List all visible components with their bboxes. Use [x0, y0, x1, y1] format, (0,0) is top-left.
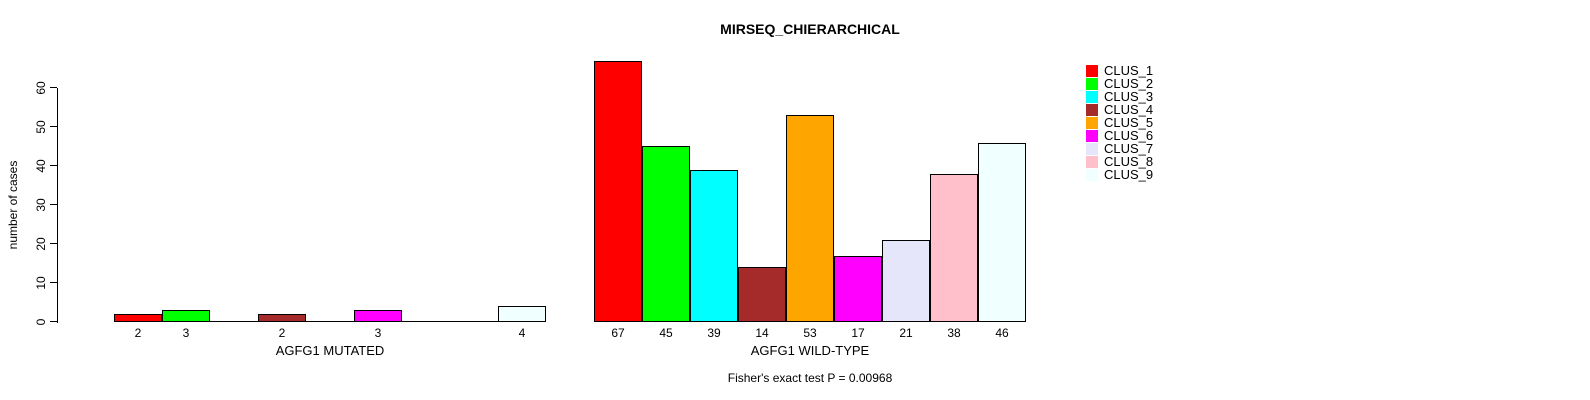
y-axis-tick-label: 30 — [34, 198, 48, 212]
y-axis-tick — [50, 321, 57, 322]
y-axis-line — [57, 88, 58, 323]
bar-agfg1-wild-type-clus-7 — [882, 240, 930, 322]
y-axis-title: number of cases — [6, 160, 20, 250]
legend-swatch — [1086, 78, 1098, 90]
y-axis-tick — [50, 165, 57, 166]
y-axis-tick-label: 0 — [34, 318, 48, 326]
legend-swatch — [1086, 130, 1098, 142]
y-axis-tick-label: 40 — [34, 159, 48, 173]
bar-agfg1-wild-type-clus-3 — [690, 170, 738, 322]
bar-value-label: 3 — [182, 326, 190, 340]
bar-value-label: 4 — [518, 326, 526, 340]
bar-agfg1-wild-type-clus-5 — [786, 115, 834, 322]
bar-value-label: 53 — [803, 326, 817, 340]
bar-value-label: 2 — [134, 326, 142, 340]
bar-value-label: 3 — [374, 326, 382, 340]
legend-swatch — [1086, 156, 1098, 168]
legend-label: CLUS_7 — [1104, 141, 1154, 156]
bar-value-label: 14 — [755, 326, 769, 340]
x-axis-baseline-agfg1-mutated — [114, 321, 546, 322]
legend-label: CLUS_8 — [1104, 154, 1154, 169]
y-axis-tick — [50, 87, 57, 88]
group-label-agfg1-mutated: AGFG1 MUTATED — [275, 343, 385, 358]
bar-value-label: 21 — [899, 326, 913, 340]
y-axis-tick — [50, 282, 57, 283]
group-label-agfg1-wild-type: AGFG1 WILD-TYPE — [750, 343, 870, 358]
bar-agfg1-mutated-clus-2 — [162, 310, 210, 322]
legend-label: CLUS_5 — [1104, 115, 1154, 130]
bar-agfg1-wild-type-clus-2 — [642, 146, 690, 322]
fisher-test-annotation: Fisher's exact test P = 0.00968 — [727, 371, 893, 385]
legend-swatch — [1086, 143, 1098, 155]
bar-agfg1-mutated-clus-9 — [498, 306, 546, 322]
bar-agfg1-wild-type-clus-1 — [594, 61, 642, 322]
bar-value-label: 67 — [611, 326, 625, 340]
bar-agfg1-mutated-clus-4 — [258, 314, 306, 322]
y-axis-tick-label: 50 — [34, 120, 48, 134]
bar-agfg1-mutated-clus-6 — [354, 310, 402, 322]
legend-label: CLUS_1 — [1104, 63, 1154, 78]
bar-value-label: 45 — [659, 326, 673, 340]
bar-agfg1-wild-type-clus-6 — [834, 256, 882, 322]
legend-swatch — [1086, 91, 1098, 103]
legend-label: CLUS_9 — [1104, 167, 1154, 182]
bar-agfg1-wild-type-clus-8 — [930, 174, 978, 322]
legend-swatch — [1086, 117, 1098, 129]
legend-label: CLUS_2 — [1104, 76, 1154, 91]
legend-label: CLUS_6 — [1104, 128, 1154, 143]
y-axis-tick-label: 60 — [34, 81, 48, 95]
legend-label: CLUS_3 — [1104, 89, 1154, 104]
bar-agfg1-wild-type-clus-4 — [738, 267, 786, 322]
y-axis-tick-label: 20 — [34, 237, 48, 251]
legend-label: CLUS_4 — [1104, 102, 1154, 117]
y-axis-tick — [50, 243, 57, 244]
bar-value-label: 38 — [947, 326, 961, 340]
bar-value-label: 17 — [851, 326, 865, 340]
chart-title: MIRSEQ_CHIERARCHICAL — [720, 21, 900, 37]
y-axis-tick — [50, 204, 57, 205]
y-axis-tick — [50, 126, 57, 127]
y-axis-tick-label: 10 — [34, 276, 48, 290]
bar-agfg1-wild-type-clus-9 — [978, 143, 1026, 322]
legend-swatch — [1086, 65, 1098, 77]
bar-agfg1-mutated-clus-1 — [114, 314, 162, 322]
bar-value-label: 39 — [707, 326, 721, 340]
legend-swatch — [1086, 169, 1098, 181]
bar-value-label: 46 — [995, 326, 1009, 340]
bar-value-label: 2 — [278, 326, 286, 340]
legend-swatch — [1086, 104, 1098, 116]
